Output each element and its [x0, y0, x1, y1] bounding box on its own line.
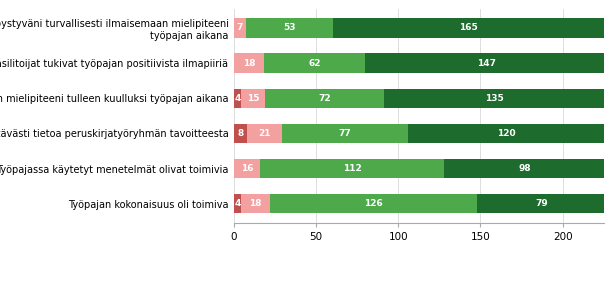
Bar [234, 159, 261, 178]
Bar [444, 159, 606, 178]
Text: 4: 4 [234, 94, 241, 103]
Bar [265, 89, 384, 108]
Text: 120: 120 [498, 129, 516, 138]
Bar [234, 18, 246, 38]
Bar [234, 89, 241, 108]
Bar [264, 53, 365, 73]
Text: 77: 77 [339, 129, 351, 138]
Bar [408, 124, 606, 143]
Text: 53: 53 [283, 23, 295, 33]
Bar [270, 194, 477, 213]
Bar [234, 194, 241, 213]
Bar [246, 18, 333, 38]
Text: 72: 72 [318, 94, 331, 103]
Bar [365, 53, 607, 73]
Bar [261, 159, 444, 178]
Text: 15: 15 [247, 94, 259, 103]
Text: 8: 8 [238, 129, 244, 138]
Text: 98: 98 [519, 164, 531, 173]
Bar [234, 53, 264, 73]
Bar [282, 124, 408, 143]
Bar [241, 194, 270, 213]
Text: 18: 18 [243, 59, 255, 67]
Text: 126: 126 [364, 199, 383, 208]
Text: 7: 7 [237, 23, 243, 33]
Text: 4: 4 [234, 199, 241, 208]
Text: 147: 147 [477, 59, 496, 67]
Text: 79: 79 [536, 199, 548, 208]
Bar [234, 124, 247, 143]
Text: 21: 21 [258, 129, 270, 138]
Text: 135: 135 [485, 94, 504, 103]
Text: 18: 18 [249, 199, 262, 208]
Bar [477, 194, 607, 213]
Text: 62: 62 [309, 59, 321, 67]
Bar [241, 89, 265, 108]
Bar [384, 89, 606, 108]
Bar [333, 18, 604, 38]
Text: 165: 165 [459, 23, 477, 33]
Text: 16: 16 [241, 164, 253, 173]
Text: 112: 112 [343, 164, 362, 173]
Bar [247, 124, 282, 143]
